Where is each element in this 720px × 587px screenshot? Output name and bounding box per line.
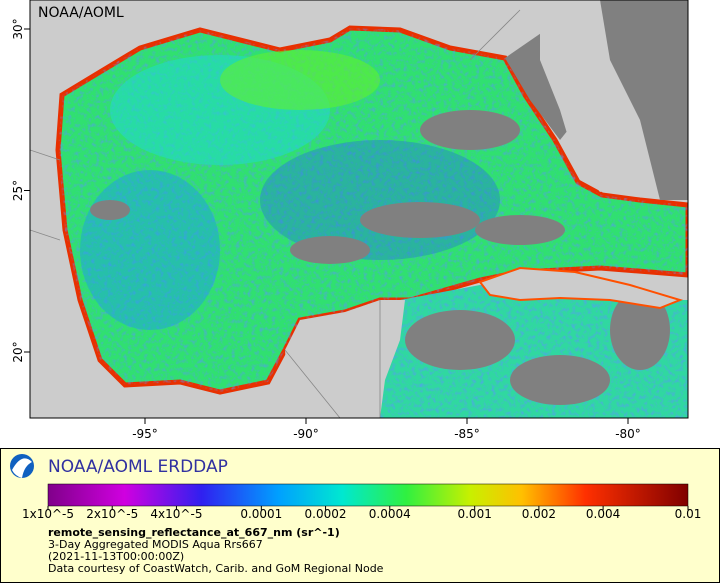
legend-title: NOAA/AOML ERDDAP — [48, 457, 228, 477]
colorbar-tick-label: 0.0002 — [305, 507, 347, 521]
colorbar-tick-label: 1x10^-5 — [22, 507, 74, 521]
x-tick-label: -80° — [615, 427, 641, 441]
sea-patch — [80, 170, 220, 330]
sea-patch — [260, 140, 500, 260]
colorbar-tick-label: 0.0004 — [369, 507, 411, 521]
colorbar-tick-label: 0.01 — [675, 507, 702, 521]
colorbar-tick-label: 4x10^-5 — [150, 507, 202, 521]
colorbar-tick-label: 0.001 — [457, 507, 491, 521]
x-tick-label: -85° — [454, 427, 480, 441]
colorbar-tick-label: 0.002 — [522, 507, 556, 521]
colorbar-tick-label: 0.0001 — [240, 507, 282, 521]
noaa-logo — [10, 454, 34, 478]
y-tick-label: 20° — [11, 341, 25, 362]
florida — [540, 0, 622, 192]
sea-patch — [220, 50, 380, 110]
cuba — [478, 266, 684, 310]
caption-line: (2021-11-13T00:00:00Z) — [48, 550, 184, 563]
colorbar-tick-label: 0.004 — [586, 507, 620, 521]
y-tick-label: 25° — [11, 180, 25, 201]
caption-line: 3-Day Aggregated MODIS Aqua Rrs667 — [48, 538, 263, 551]
caption-line: Data courtesy of CoastWatch, Carib. and … — [48, 562, 384, 575]
x-tick-label: -90° — [293, 427, 319, 441]
colorbar-tick-label: 2x10^-5 — [86, 507, 138, 521]
yucatan — [285, 300, 405, 418]
x-tick-label: -95° — [132, 427, 158, 441]
colorbar — [47, 483, 689, 507]
map-frame — [29, 0, 689, 419]
legend-panel — [0, 448, 720, 583]
borders — [30, 9, 521, 418]
map-credit: NOAA/AOML — [38, 5, 124, 21]
y-tick-label: 30° — [11, 18, 25, 39]
variable-name: remote_sensing_reflectance_at_667_nm (sr… — [48, 526, 340, 539]
map-area — [30, 0, 688, 418]
